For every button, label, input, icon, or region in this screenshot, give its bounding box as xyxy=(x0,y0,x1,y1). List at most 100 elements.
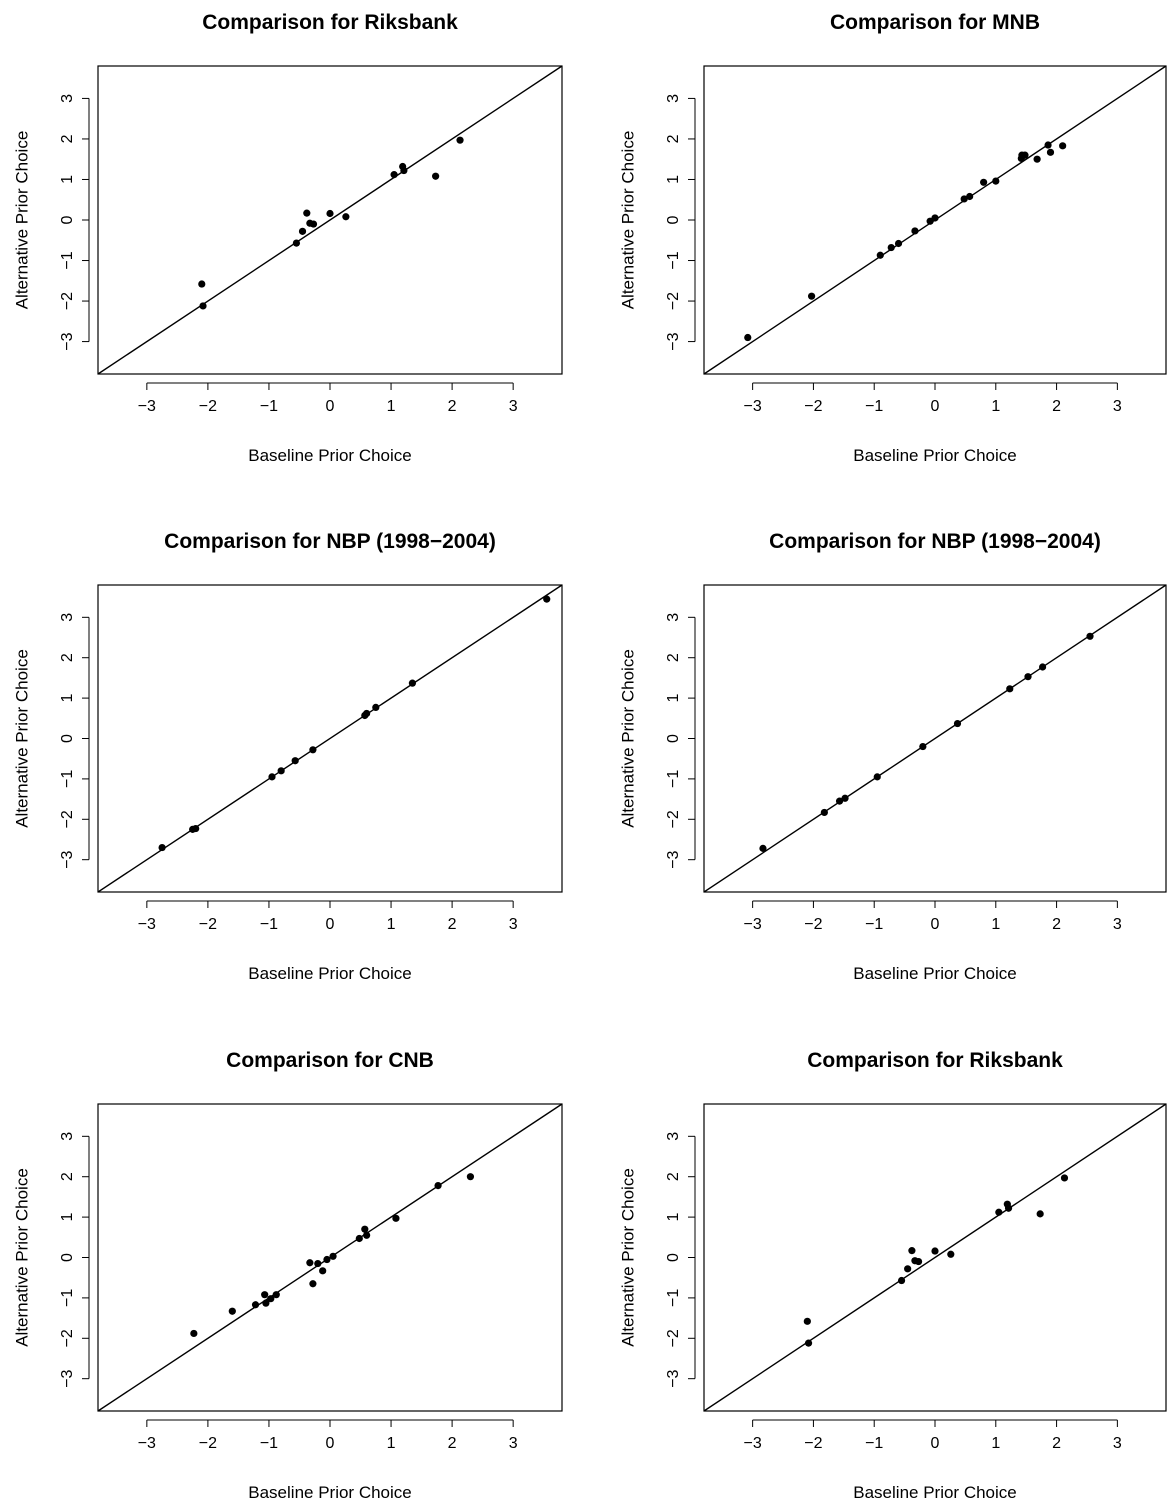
data-point xyxy=(1024,673,1032,681)
scatter-panel-4: Comparison for NBP (1998−2004) −3 −2 −1 0 1 2 3… xyxy=(618,530,1167,983)
x-tick-label: 0 xyxy=(326,398,335,415)
y-tick-label: 2 xyxy=(59,1172,76,1181)
x-tick-label: 1 xyxy=(387,398,396,415)
x-tick-label: −3 xyxy=(138,398,156,415)
y-axis-label: Alternative Prior Choice xyxy=(12,649,31,828)
scatter-panel-5: Comparison for CNB −3 −2 −1 0 1 2 3 −3 −2 −1 0 1 2 3 Ba… xyxy=(12,1049,563,1502)
x-axis-label: Baseline Prior Choice xyxy=(248,1483,411,1502)
data-point xyxy=(228,1307,236,1315)
y-tick-label: −3 xyxy=(665,1369,682,1387)
data-point xyxy=(966,192,974,201)
plot-frame xyxy=(97,584,563,893)
data-point xyxy=(251,1301,260,1309)
data-point xyxy=(291,757,299,765)
data-point xyxy=(372,703,380,711)
data-point xyxy=(1036,1210,1044,1218)
data-point xyxy=(309,220,318,228)
x-axis-label: Baseline Prior Choice xyxy=(248,446,411,465)
panel-title: Comparison for Riksbank xyxy=(202,11,458,34)
x-tick-label: −3 xyxy=(744,916,762,933)
x-tick-label: 0 xyxy=(326,916,335,933)
data-point xyxy=(897,1276,906,1285)
x-tick-label: −2 xyxy=(804,398,822,415)
y-tick-label: 2 xyxy=(665,134,682,143)
x-tick-label: 2 xyxy=(448,916,457,933)
data-point xyxy=(1086,632,1094,640)
data-point xyxy=(323,1255,331,1264)
y-tick-label: −1 xyxy=(59,770,76,788)
data-point xyxy=(803,1317,811,1325)
y-tick-label: 2 xyxy=(59,653,76,662)
data-point xyxy=(1004,1204,1013,1212)
y-tick-label: 1 xyxy=(59,175,76,184)
data-point xyxy=(820,808,828,817)
data-point xyxy=(392,1214,400,1222)
y-tick-label: −2 xyxy=(665,292,682,310)
scatter-panel-3: Comparison for NBP (1998−2004) −3 −2 −1 0 1 2 3… xyxy=(12,530,563,983)
data-point xyxy=(314,1259,322,1268)
x-tick-label: 1 xyxy=(387,1435,396,1452)
y-tick-label: −3 xyxy=(59,850,76,868)
x-axis-label: Baseline Prior Choice xyxy=(853,964,1016,983)
plot-frame xyxy=(97,65,563,375)
y-tick-label: −2 xyxy=(59,810,76,828)
data-point xyxy=(190,1329,198,1338)
data-point xyxy=(1038,663,1047,671)
x-tick-label: 1 xyxy=(387,916,396,933)
data-point xyxy=(342,213,350,221)
y-tick-label: 0 xyxy=(59,215,76,224)
reference-line xyxy=(97,65,563,375)
x-tick-label: 3 xyxy=(1113,916,1122,933)
y-tick-label: 3 xyxy=(665,613,682,622)
y-tick-label: −2 xyxy=(665,810,682,828)
data-point xyxy=(908,1247,916,1255)
data-point xyxy=(894,239,903,248)
y-tick-label: 0 xyxy=(665,215,682,224)
y-tick-label: 0 xyxy=(59,1253,76,1262)
x-tick-label: −3 xyxy=(138,1435,156,1452)
x-tick-label: −3 xyxy=(744,1435,762,1452)
y-tick-label: 0 xyxy=(665,1253,682,1262)
data-point xyxy=(326,209,334,218)
x-axis-label: Baseline Prior Choice xyxy=(853,1483,1016,1502)
x-tick-label: 1 xyxy=(991,398,1000,415)
data-point xyxy=(1006,685,1014,693)
y-axis-label: Alternative Prior Choice xyxy=(12,131,31,310)
y-tick-label: 2 xyxy=(665,653,682,662)
y-tick-label: −2 xyxy=(59,1329,76,1347)
x-tick-label: −2 xyxy=(804,916,822,933)
panel-title: Comparison for CNB xyxy=(226,1049,434,1072)
x-tick-label: −3 xyxy=(744,398,762,415)
x-tick-label: −2 xyxy=(804,1435,822,1452)
data-point xyxy=(914,1257,923,1266)
data-point xyxy=(292,239,301,247)
y-tick-label: −1 xyxy=(665,251,682,269)
data-point xyxy=(995,1208,1003,1216)
data-point xyxy=(807,292,816,300)
y-tick-label: 3 xyxy=(59,1132,76,1141)
x-tick-label: −2 xyxy=(199,916,217,933)
data-point xyxy=(804,1339,813,1347)
data-point xyxy=(947,1250,955,1258)
data-point xyxy=(953,719,962,728)
data-point xyxy=(158,843,166,852)
data-point xyxy=(272,1291,280,1299)
x-tick-label: −1 xyxy=(260,398,278,415)
data-point xyxy=(980,178,988,186)
x-tick-label: −1 xyxy=(865,1435,883,1452)
data-point xyxy=(1021,151,1029,159)
y-tick-label: 3 xyxy=(665,1132,682,1141)
x-tick-label: 0 xyxy=(931,1435,940,1452)
y-tick-label: 2 xyxy=(665,1172,682,1181)
data-point xyxy=(268,773,276,781)
y-tick-label: −3 xyxy=(665,850,682,868)
x-tick-label: 3 xyxy=(1113,1435,1122,1452)
x-tick-label: 0 xyxy=(931,916,940,933)
data-point xyxy=(960,195,968,203)
data-point xyxy=(262,1299,270,1307)
plot-frame xyxy=(703,1103,1167,1412)
data-point xyxy=(911,227,919,235)
data-point xyxy=(303,209,311,217)
x-tick-label: −1 xyxy=(865,916,883,933)
data-point xyxy=(873,773,881,781)
